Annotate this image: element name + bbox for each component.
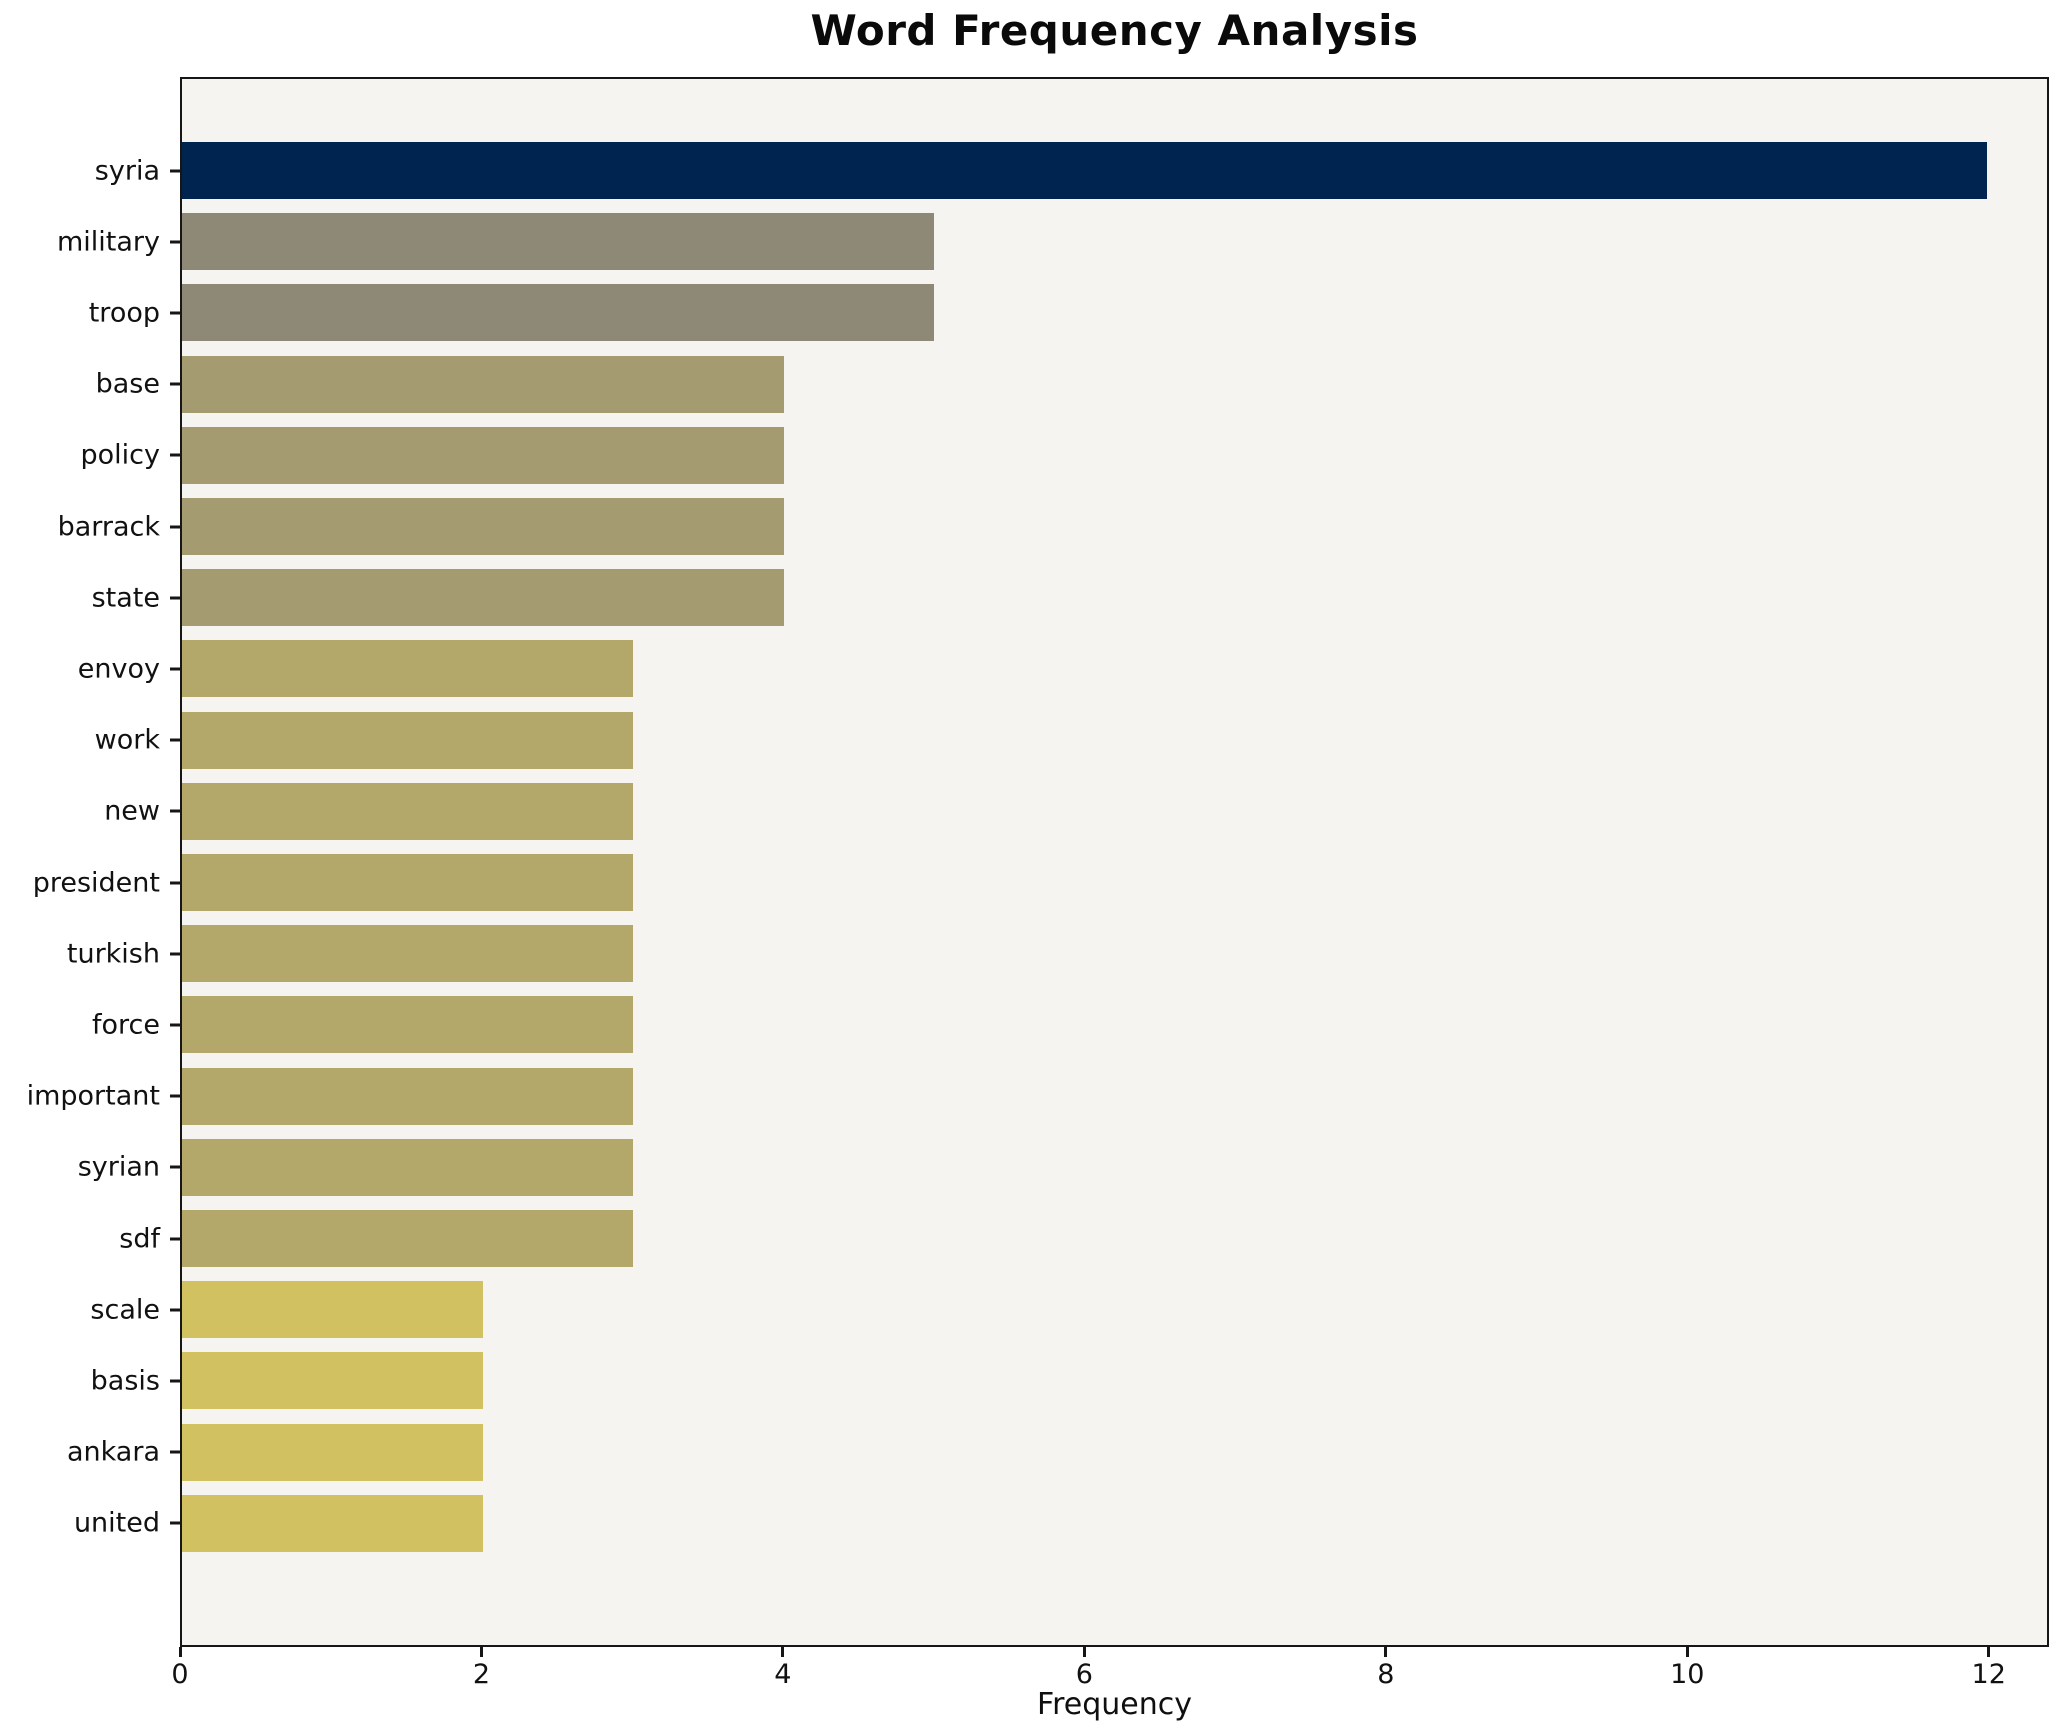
x-tick-label: 6 bbox=[1075, 1659, 1093, 1690]
bar bbox=[182, 498, 784, 556]
y-axis-label: turkish bbox=[66, 938, 160, 970]
y-tick-mark bbox=[170, 1237, 180, 1241]
bar-row: important bbox=[27, 1067, 2047, 1125]
bar bbox=[182, 1210, 634, 1268]
bar-row: scale bbox=[90, 1281, 2047, 1339]
y-axis-label: new bbox=[104, 795, 160, 827]
y-axis-label: troop bbox=[88, 297, 160, 329]
y-tick-mark bbox=[170, 1023, 180, 1027]
y-axis-label: base bbox=[95, 368, 160, 400]
y-axis-label: ankara bbox=[66, 1436, 160, 1468]
bar bbox=[182, 213, 935, 271]
y-tick-mark bbox=[170, 1308, 180, 1312]
bar bbox=[182, 925, 634, 983]
bar bbox=[182, 355, 784, 413]
x-tick-mark bbox=[479, 1647, 483, 1657]
y-axis-label: work bbox=[94, 724, 160, 756]
bar-row: barrack bbox=[58, 498, 2047, 556]
bar bbox=[182, 284, 935, 342]
chart-title: Word Frequency Analysis bbox=[810, 6, 1419, 55]
y-axis-label: important bbox=[26, 1080, 160, 1112]
bar-row: military bbox=[57, 213, 2047, 271]
x-axis-label: Frequency bbox=[1037, 1687, 1192, 1722]
bar bbox=[182, 142, 1987, 199]
bar-row: state bbox=[92, 569, 2047, 627]
bar-row: force bbox=[92, 996, 2047, 1054]
bar bbox=[182, 1281, 483, 1339]
x-tick-mark bbox=[1082, 1647, 1086, 1657]
y-tick-mark bbox=[170, 952, 180, 956]
bar bbox=[182, 1067, 634, 1125]
plot-area: syria military troop base policy barrack state… bbox=[27, 77, 2049, 1647]
y-tick-mark bbox=[170, 667, 180, 671]
bar bbox=[182, 640, 634, 698]
y-axis-label: syria bbox=[94, 155, 160, 186]
x-tick-mark bbox=[781, 1647, 785, 1657]
bar bbox=[182, 426, 784, 484]
y-tick-mark bbox=[170, 525, 180, 529]
x-tick-mark bbox=[1987, 1647, 1991, 1657]
x-tick-label: 8 bbox=[1377, 1659, 1395, 1690]
bar bbox=[182, 854, 634, 912]
x-tick-label: 10 bbox=[1670, 1659, 1705, 1690]
x-tick-mark bbox=[178, 1647, 182, 1657]
bar-row: syrian bbox=[78, 1138, 2047, 1196]
y-axis-label: syrian bbox=[77, 1151, 160, 1183]
bar bbox=[182, 1494, 483, 1552]
bar-row: basis bbox=[91, 1352, 2047, 1410]
x-tick-label: 0 bbox=[171, 1659, 189, 1690]
bar-row: new bbox=[104, 782, 2047, 840]
y-tick-mark bbox=[170, 1379, 180, 1383]
y-tick-mark bbox=[170, 881, 180, 885]
y-axis-label: scale bbox=[90, 1294, 160, 1326]
y-tick-mark bbox=[170, 1165, 180, 1169]
y-tick-mark bbox=[170, 240, 180, 244]
y-tick-mark bbox=[170, 1450, 180, 1454]
x-tick-mark bbox=[1384, 1647, 1388, 1657]
y-axis-label: sdf bbox=[119, 1223, 160, 1255]
bar-row: president bbox=[33, 854, 2047, 912]
y-axis-label: envoy bbox=[77, 653, 160, 685]
y-tick-mark bbox=[170, 453, 180, 457]
y-tick-mark bbox=[170, 1094, 180, 1098]
bar bbox=[182, 1352, 483, 1410]
bar-row: envoy bbox=[78, 640, 2047, 698]
y-tick-mark bbox=[170, 311, 180, 315]
bar-row: troop bbox=[89, 284, 2047, 342]
x-tick-mark bbox=[1685, 1647, 1689, 1657]
bar-row: base bbox=[96, 355, 2047, 413]
bar-row: united bbox=[74, 1494, 2047, 1552]
y-axis-label: barrack bbox=[57, 511, 160, 543]
y-tick-mark bbox=[170, 1521, 180, 1525]
y-tick-mark bbox=[170, 809, 180, 813]
bar bbox=[182, 569, 784, 627]
x-tick-label: 2 bbox=[472, 1659, 491, 1690]
bar-row: sdf bbox=[119, 1210, 2047, 1268]
bar-row: turkish bbox=[67, 925, 2047, 983]
bar bbox=[182, 996, 634, 1054]
bar bbox=[182, 1138, 634, 1196]
bar bbox=[182, 1423, 483, 1481]
y-axis-label: united bbox=[73, 1507, 160, 1539]
y-axis-label: military bbox=[56, 226, 160, 258]
bar bbox=[182, 782, 634, 840]
bar-row: syria bbox=[95, 142, 2047, 199]
x-tick-label: 12 bbox=[1971, 1659, 2006, 1690]
y-axis-label: basis bbox=[90, 1365, 160, 1397]
y-axis-label: policy bbox=[80, 439, 160, 471]
bar bbox=[182, 711, 634, 769]
y-tick-mark bbox=[170, 382, 180, 386]
bar-row: work bbox=[95, 711, 2047, 769]
y-tick-mark bbox=[170, 169, 180, 172]
y-axis-label: president bbox=[32, 867, 160, 899]
x-tick-label: 4 bbox=[774, 1659, 792, 1690]
y-tick-mark bbox=[170, 596, 180, 600]
y-tick-mark bbox=[170, 738, 180, 742]
bar-row: ankara bbox=[67, 1423, 2047, 1481]
y-axis-label: force bbox=[92, 1009, 160, 1041]
y-axis-label: state bbox=[91, 582, 160, 614]
bar-row: policy bbox=[81, 426, 2047, 484]
